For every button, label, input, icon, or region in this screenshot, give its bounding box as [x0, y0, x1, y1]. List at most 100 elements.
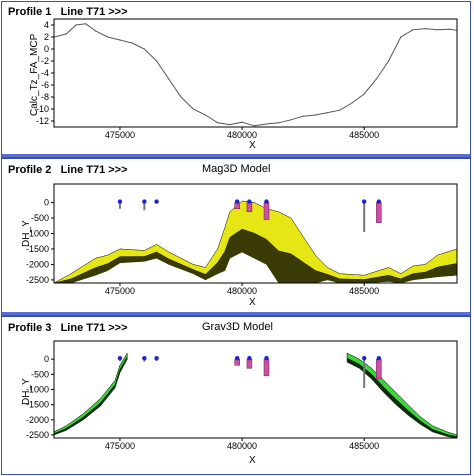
y-tick-label: -2: [41, 56, 49, 66]
profile-2-divider: [2, 312, 470, 315]
series-line-0: [54, 23, 457, 127]
drillhole-collar: [234, 199, 240, 204]
y-tick-label: -1500: [26, 400, 49, 410]
y-tick-label: -2500: [26, 430, 49, 440]
drillhole-collar: [117, 355, 123, 361]
data-point: [363, 93, 365, 95]
data-point: [265, 123, 268, 125]
drillhole-collar: [361, 355, 367, 361]
plot-area: [54, 23, 457, 127]
drillhole-collar: [376, 199, 382, 204]
y-tick-label: -4: [41, 68, 49, 78]
plot-frame: [53, 340, 458, 439]
y-tick-label: -2000: [26, 415, 49, 425]
data-point: [192, 108, 194, 110]
drillhole-collar: [142, 199, 147, 204]
profile-3-xlabel: X: [249, 455, 256, 466]
drillhole-collar: [361, 199, 367, 204]
x-tick-label: 480000: [227, 441, 257, 451]
y-tick-label: -1000: [26, 385, 49, 395]
data-point: [155, 60, 158, 62]
data-point: [94, 30, 97, 32]
drillhole-collar: [117, 199, 123, 204]
y-tick-label: 0: [44, 198, 49, 208]
profile-1-label: Profile 1: [8, 6, 52, 18]
profile-1-title: Profile 1 Line T71 >>>: [8, 6, 128, 18]
data-point: [107, 36, 109, 38]
data-point: [314, 114, 316, 116]
profile-2-panel: Profile 2 Line T71 >>> Mag3D Model DH_Y …: [1, 158, 471, 316]
drillhole: [263, 358, 270, 377]
y-tick-label: -6: [41, 80, 49, 90]
data-point: [388, 60, 390, 62]
model-body-0: [54, 352, 128, 436]
data-point: [424, 28, 426, 30]
profile-3-plot: 0 -500 -1000 -1500 -2000 -2500 475000 480000 485…: [26, 340, 458, 451]
x-tick-label: 475000: [105, 286, 135, 296]
drillhole-collar: [264, 355, 269, 361]
profile-3-label: Profile 3: [8, 322, 52, 334]
data-point: [449, 28, 451, 30]
data-point: [180, 96, 182, 98]
profile-1-line-label: Line T71 >>>: [60, 6, 128, 18]
profile-1-divider: [2, 154, 470, 157]
profile-2-model-label: Mag3D Model: [202, 163, 271, 175]
drillhole-collar: [142, 355, 147, 361]
drillhole-collar: [154, 199, 159, 204]
drillhole: [246, 202, 253, 213]
profile-3-model-label: Grav3D Model: [202, 321, 273, 333]
data-point: [75, 24, 77, 26]
profile-1-xlabel: X: [249, 140, 256, 151]
data-point: [290, 119, 292, 121]
x-tick-label: 480000: [227, 130, 257, 140]
profile-2-plot: 0 -500 -1000 -1500 -2000 -2500 475000 480000 485…: [26, 183, 458, 296]
y-tick-label: 0: [44, 44, 49, 54]
drillhole-collar: [234, 355, 240, 361]
y-tick-label: -2500: [26, 275, 49, 285]
data-point: [168, 78, 170, 80]
profile-2-label: Profile 2: [8, 164, 52, 176]
y-tick-label: -10: [36, 104, 49, 114]
profile-2-title: Profile 2 Line T71 >>>: [8, 164, 128, 176]
y-tick-label: -8: [41, 92, 49, 102]
drillhole: [376, 358, 382, 380]
profile-3-title: Profile 3 Line T71 >>>: [8, 322, 128, 334]
drillhole-collar: [376, 355, 382, 361]
data-point: [436, 29, 439, 31]
plot-frame: [53, 18, 458, 128]
model-surface-0: [54, 200, 457, 283]
profile-2-xlabel: X: [249, 297, 256, 308]
data-point: [400, 36, 402, 38]
data-point: [412, 29, 414, 31]
data-point: [65, 33, 67, 35]
x-tick-label: 485000: [349, 286, 379, 296]
data-point: [204, 114, 207, 116]
x-tick-label: 475000: [105, 441, 135, 451]
profile-2-line-label: Line T71 >>>: [60, 164, 128, 176]
drillhole-collar: [264, 199, 269, 204]
y-tick-label: -1000: [26, 229, 49, 239]
drillhole-collar: [154, 355, 159, 361]
data-point: [85, 23, 87, 25]
drillhole-collar: [247, 355, 252, 361]
y-tick-label: -2000: [26, 259, 49, 269]
data-point: [229, 124, 231, 126]
x-tick-label: 475000: [105, 130, 135, 140]
drillhole: [263, 202, 270, 220]
data-point: [278, 122, 280, 124]
model-surface-0: [54, 352, 128, 434]
y-tick-label: 2: [44, 32, 49, 42]
x-tick-label: 485000: [349, 130, 379, 140]
y-tick-label: 0: [44, 354, 49, 364]
data-point: [375, 78, 377, 80]
profile-3-panel: Profile 3 Line T71 >>> Grav3D Model DH_Y…: [1, 316, 471, 475]
data-point: [351, 102, 353, 104]
drillhole: [376, 202, 382, 223]
data-point: [143, 48, 145, 50]
data-point: [119, 39, 121, 41]
profile-3-line-label: Line T71 >>>: [60, 322, 128, 334]
y-tick-label: -500: [31, 213, 49, 223]
data-point: [241, 121, 243, 123]
y-tick-label: -500: [31, 369, 49, 379]
x-tick-label: 485000: [349, 441, 379, 451]
